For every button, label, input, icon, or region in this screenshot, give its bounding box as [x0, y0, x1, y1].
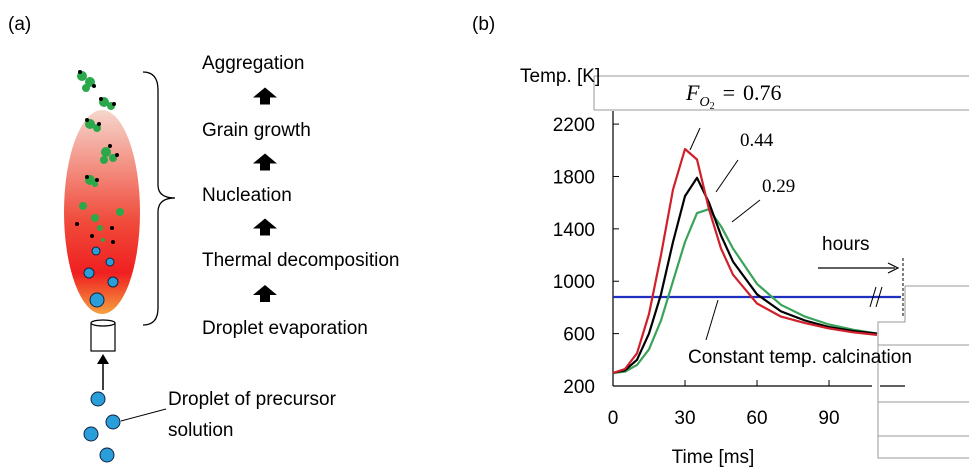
- panel-label: (b): [472, 14, 495, 35]
- leader: [705, 299, 719, 341]
- f-equals: =: [723, 80, 735, 105]
- droplets: [83, 391, 121, 463]
- x-tick-label: 0: [608, 408, 619, 429]
- axis-break: [869, 286, 883, 308]
- particles: [75, 70, 124, 308]
- y-tick-label: 1400: [553, 220, 595, 241]
- leader: [731, 199, 761, 223]
- frame: [593, 75, 969, 111]
- stage-label: Thermal decomposition: [202, 250, 399, 271]
- droplet-label: solution: [168, 420, 234, 441]
- y-tick-label: 200: [563, 377, 595, 398]
- series-line: [612, 176, 878, 374]
- x-tick-label: 60: [746, 408, 767, 429]
- hours-label: hours: [822, 234, 870, 255]
- stage-arrow: [253, 87, 277, 105]
- panel-label: (a): [8, 14, 31, 35]
- stage-arrow: [253, 285, 277, 302]
- stage-arrow: [253, 153, 277, 171]
- f-label: FO2 = 0.76: [685, 80, 782, 112]
- stage-label: Droplet evaporation: [202, 318, 368, 339]
- f-subscript: O: [699, 95, 709, 110]
- flame: [64, 110, 140, 314]
- hours-arrow-head: [887, 262, 900, 274]
- y-tick-label: 1000: [553, 272, 595, 293]
- series-label: 0.76: [743, 80, 782, 105]
- y-tick-label: 2200: [553, 115, 595, 136]
- series-label: 0.44: [740, 130, 774, 151]
- droplet-label: Droplet of precursor: [168, 389, 337, 410]
- frame: [877, 285, 969, 459]
- stage-arrow: [253, 218, 277, 236]
- leader: [689, 127, 701, 151]
- x-axis-label: Time [ms]: [672, 447, 755, 468]
- series-line: [612, 147, 878, 374]
- f-subsubscript: 2: [710, 101, 715, 112]
- nozzle: [90, 322, 116, 352]
- nozzle-top: [90, 319, 116, 327]
- series-label: Constant temp. calcination: [688, 347, 912, 368]
- droplet-leader: [120, 408, 167, 422]
- stage-label: Aggregation: [202, 53, 304, 74]
- stage-label: Grain growth: [202, 120, 311, 141]
- y-tick-label: 600: [563, 325, 595, 346]
- f-symbol: F: [685, 80, 700, 105]
- leader: [715, 159, 739, 193]
- stage-label: Nucleation: [202, 185, 292, 206]
- x-tick-label: 90: [818, 408, 839, 429]
- y-axis-label: Temp. [K]: [520, 66, 600, 87]
- x-tick-label: 30: [674, 408, 695, 429]
- stage-list: Aggregation Grain growth Nucleation Thermal…: [202, 53, 399, 339]
- feed-arrow-head: [97, 354, 109, 364]
- series-label: 0.29: [762, 176, 795, 197]
- brace: [142, 71, 176, 326]
- y-tick-label: 1800: [553, 167, 595, 188]
